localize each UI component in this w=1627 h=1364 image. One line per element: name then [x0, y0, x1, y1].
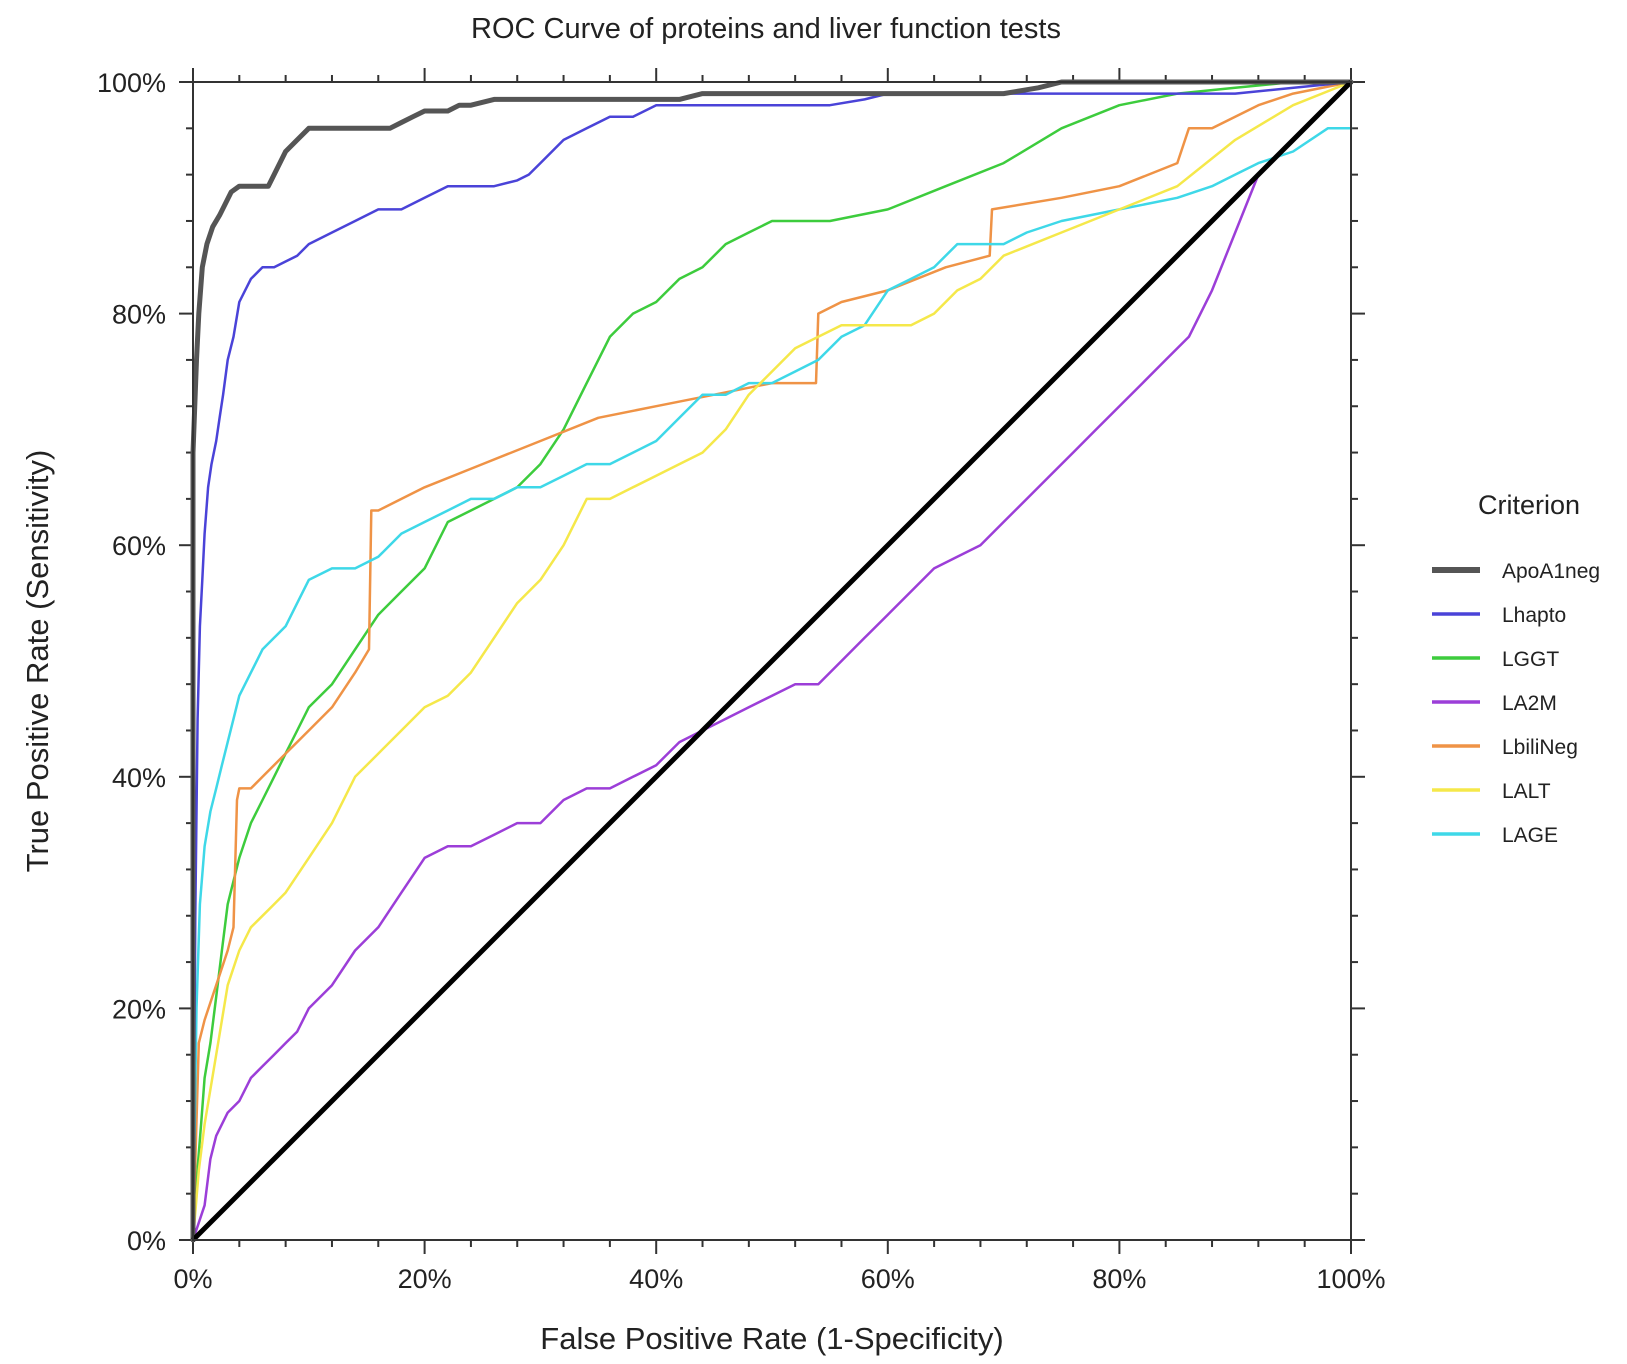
legend-label-la2m: LA2M	[1502, 692, 1557, 715]
x-tick-label: 100%	[1316, 1264, 1385, 1294]
legend-label-lbilineg: LbiliNeg	[1502, 736, 1578, 759]
reference-diagonal-line	[191, 80, 1353, 1242]
series-line-apoa1neg	[190, 79, 1354, 1243]
chart-title: ROC Curve of proteins and liver function…	[471, 13, 1061, 45]
legend-label-apoa1neg: ApoA1neg	[1502, 560, 1600, 583]
x-tick-label: 20%	[398, 1264, 452, 1294]
plot-frame	[192, 81, 1352, 1241]
x-tick-label: 80%	[1092, 1264, 1146, 1294]
y-tick-label: 100%	[97, 68, 166, 98]
y-tick-label: 0%	[127, 1226, 166, 1256]
x-tick-label: 60%	[861, 1264, 915, 1294]
series-line-lalt	[191, 80, 1353, 1242]
series-line-lggt	[191, 80, 1353, 1242]
y-tick-label: 80%	[112, 300, 166, 330]
legend-label-lage: LAGE	[1502, 824, 1558, 847]
legend-label-lggt: LGGT	[1502, 648, 1559, 671]
series-line-lhapto	[191, 80, 1353, 1242]
y-tick-label: 20%	[112, 994, 166, 1024]
x-axis-label: False Positive Rate (1-Specificity)	[540, 1321, 1003, 1356]
legend-label-lhapto: Lhapto	[1502, 604, 1566, 627]
y-axis-label: True Positive Rate (Sensitivity)	[20, 450, 55, 873]
legend: Criterion ApoA1neg Lhapto LGGT LA2M LbiliNeg…	[1432, 490, 1600, 847]
series-line-lage	[191, 127, 1353, 1242]
series-line-la2m	[191, 80, 1353, 1242]
x-tick-label: 40%	[629, 1264, 683, 1294]
y-tick-label: 60%	[112, 531, 166, 561]
series-layer	[190, 79, 1354, 1243]
x-tick-label: 0%	[173, 1264, 212, 1294]
legend-label-lalt: LALT	[1502, 780, 1551, 803]
series-line-lbilineg	[191, 80, 1353, 1242]
legend-items: ApoA1neg Lhapto LGGT LA2M LbiliNeg LALT LAGE	[1432, 560, 1600, 847]
tick-label-layer: 0% 20% 40% 60% 80% 100% 0% 20% 40% 60% 80% 100%	[97, 68, 1386, 1294]
legend-title: Criterion	[1478, 490, 1580, 520]
y-tick-label: 40%	[112, 763, 166, 793]
